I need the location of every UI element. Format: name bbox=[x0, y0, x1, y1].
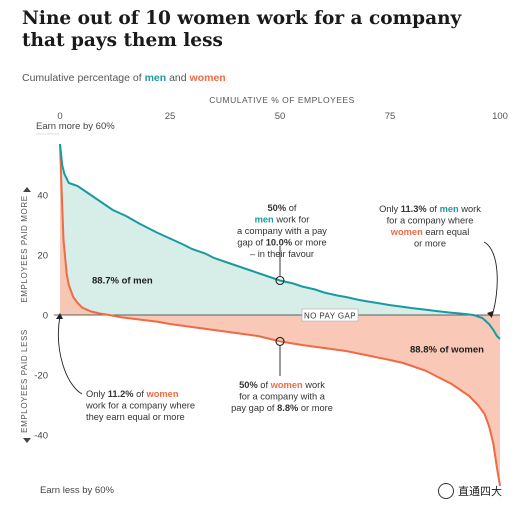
men-equal-line: women earn equal bbox=[390, 227, 470, 237]
annotation-span: Only bbox=[86, 389, 108, 399]
zero-label-box bbox=[301, 308, 359, 322]
x-tick-label: 75 bbox=[385, 111, 396, 122]
annotation-span: or more bbox=[298, 403, 333, 413]
women-equal-line: they earn equal or more bbox=[86, 412, 185, 422]
women-equal-line: Only 11.2% of women bbox=[86, 389, 179, 399]
annotation-span: of bbox=[258, 380, 271, 390]
men-median-line: gap of 10.0% or more bbox=[237, 238, 326, 248]
women-median-line: for a company with a bbox=[239, 392, 326, 402]
annotation-span: women bbox=[390, 227, 423, 237]
y-title-paid-less: EMPLOYEES PAID LESS bbox=[20, 329, 29, 433]
annotation-span: – in their favour bbox=[250, 249, 314, 259]
annotation-span: 50% bbox=[239, 380, 258, 390]
men-line bbox=[59, 143, 501, 340]
annotation-span: men bbox=[440, 204, 459, 214]
annotation-span: they earn equal or more bbox=[86, 412, 185, 422]
women-median-line: 50% of women work bbox=[239, 380, 325, 390]
zero-line: NO PAY GAP bbox=[54, 308, 500, 322]
women-equal-connector bbox=[57, 315, 83, 395]
x-tick-label: 50 bbox=[275, 111, 286, 122]
annotation-span: a company with a pay bbox=[237, 226, 327, 236]
men-equal-connector bbox=[483, 241, 498, 317]
annotation-span: for a company where bbox=[387, 216, 474, 226]
men-median-line: a company with a pay bbox=[237, 226, 327, 236]
y-tick-label: 20 bbox=[37, 251, 48, 262]
men-median-line: men work for bbox=[255, 215, 310, 225]
x-axis-ticks: 0 25 50 75 100 bbox=[57, 111, 508, 122]
watermark: 直通四大 bbox=[438, 483, 502, 499]
women-share-label: 88.8% of women bbox=[410, 345, 484, 356]
x-tick-label: 100 bbox=[492, 111, 508, 122]
annotation-span: women bbox=[145, 389, 178, 399]
annotation-span: 11.2% bbox=[108, 389, 135, 399]
women-equal-arrow-icon bbox=[56, 313, 63, 319]
annotations: 88.7% of men 88.8% of women 50% of men wor… bbox=[56, 203, 498, 422]
women-equal-line: work for a company where bbox=[85, 401, 195, 411]
y-tick-label: 0 bbox=[43, 311, 48, 322]
men-equal-line: for a company where bbox=[387, 216, 474, 226]
annotation-span: of bbox=[134, 389, 147, 399]
y-axis-ticks: 40 20 0 -20 -40 bbox=[34, 191, 48, 442]
watermark-text: 直通四大 bbox=[458, 486, 502, 498]
annotation-span: 11.3% bbox=[401, 204, 428, 214]
annotation-span: 50% bbox=[268, 203, 289, 213]
series-lines bbox=[59, 143, 501, 487]
men-equal-line: Only 11.3% of men work bbox=[379, 204, 481, 214]
label-earn-more: Earn more by 60% bbox=[36, 121, 115, 132]
x-tick-label: 25 bbox=[165, 111, 176, 122]
subtitle-women: women bbox=[189, 72, 226, 84]
annotation-span: of bbox=[427, 204, 440, 214]
annotation-span: work bbox=[303, 380, 326, 390]
annotation-span: for a company with a bbox=[239, 392, 326, 402]
annotation-span: or more bbox=[414, 239, 446, 249]
women-line bbox=[59, 143, 501, 487]
annotation-span: Only bbox=[379, 204, 401, 214]
wechat-logo-icon bbox=[438, 483, 454, 499]
annotation-span: work for a company where bbox=[85, 401, 195, 411]
chart-title: Nine out of 10 women work for a company … bbox=[22, 8, 462, 51]
annotation-span: 10.0% bbox=[266, 238, 293, 248]
annotation-span: gap of bbox=[237, 238, 265, 248]
annotation-span: work bbox=[459, 204, 482, 214]
y-axis-titles: EMPLOYEES PAID MORE EMPLOYEES PAID LESS bbox=[20, 187, 31, 443]
x-tick-label: 0 bbox=[57, 111, 62, 122]
men-median-line: – in their favour bbox=[250, 249, 314, 259]
annotation-span: men bbox=[255, 215, 277, 225]
annotation-span: or more bbox=[292, 238, 327, 248]
annotation-span: of bbox=[289, 203, 297, 213]
label-earn-less: Earn less by 60% bbox=[40, 485, 114, 496]
annotation-span: 8.8% bbox=[277, 403, 299, 413]
men-median-line: 50% of bbox=[268, 203, 297, 213]
men-share-label: 88.7% of men bbox=[92, 276, 153, 287]
y-tick-label: 40 bbox=[37, 191, 48, 202]
annotation-span: work for bbox=[275, 215, 309, 225]
zero-label: NO PAY GAP bbox=[304, 312, 356, 321]
extreme-labels: Earn more by 60% Earn less by 60% bbox=[36, 121, 115, 496]
men-equal-arrow-icon bbox=[487, 311, 493, 318]
annotation-span: earn equal bbox=[423, 227, 470, 237]
y-title-paid-more: EMPLOYEES PAID MORE bbox=[20, 195, 29, 302]
x-axis-title: CUMULATIVE % OF EMPLOYEES bbox=[209, 95, 355, 105]
y-tick-label: -40 bbox=[34, 431, 48, 442]
arrow-up-icon bbox=[23, 187, 31, 192]
arrow-down-icon bbox=[23, 438, 31, 443]
women-median-line: pay gap of 8.8% or more bbox=[231, 403, 333, 413]
y-tick-label: -20 bbox=[34, 371, 48, 382]
subtitle-and: and bbox=[166, 72, 190, 84]
annotation-span: women bbox=[270, 380, 303, 390]
subtitle-men: men bbox=[144, 72, 167, 84]
annotation-span: pay gap of bbox=[231, 403, 277, 413]
chart-subtitle: Cumulative percentage of men and women bbox=[22, 72, 226, 84]
men-equal-line: or more bbox=[414, 239, 446, 249]
men-area bbox=[60, 144, 500, 339]
subtitle-prefix: Cumulative percentage of bbox=[22, 72, 145, 84]
